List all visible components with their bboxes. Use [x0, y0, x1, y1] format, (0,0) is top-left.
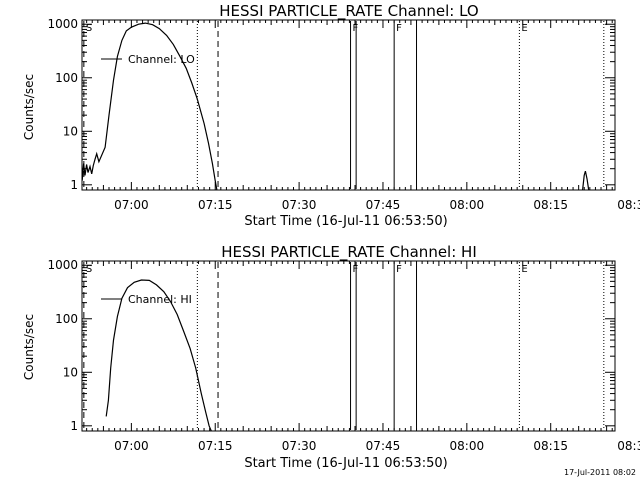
y-tick-label: 100: [55, 71, 78, 85]
plot-frame: [81, 260, 616, 432]
x-axis-label: Start Time (16-Jul-11 06:53:50): [244, 214, 447, 229]
y-axis-label: Counts/sec: [22, 74, 36, 140]
x-tick-label: 07:30: [282, 439, 317, 453]
series-line: [582, 170, 590, 191]
y-tick-label: 1000: [47, 258, 78, 272]
y-tick-label: 10: [63, 365, 78, 379]
data-series: [105, 279, 212, 432]
x-tick-label: 08:00: [450, 198, 485, 212]
event-marker-label: S: [86, 264, 92, 275]
footer-timestamp: 17-Jul-2011 08:02: [564, 468, 636, 477]
chart-title: HESSI PARTICLE_RATE Channel: HI: [221, 243, 477, 262]
x-tick-label: 07:15: [198, 439, 233, 453]
x-tick-label: 07:00: [114, 439, 149, 453]
plot-frame: [81, 19, 616, 191]
event-marker-label: F: [353, 264, 359, 275]
y-tick-label: 10: [63, 124, 78, 138]
x-tick-label: 08:30: [617, 439, 640, 453]
y-axis-label: Counts/sec: [22, 314, 36, 380]
axis-ticks: 07:00 07:15 07:30 07:45 08:00 08:15 08:30 1 10 10…: [47, 17, 640, 212]
chart-title: HESSI PARTICLE_RATE Channel: LO: [219, 2, 478, 21]
x-tick-label: 07:30: [282, 198, 317, 212]
legend-label: Channel: LO: [128, 53, 195, 66]
x-tick-label: 08:00: [450, 439, 485, 453]
series-line: [81, 22, 218, 191]
x-tick-label: 07:45: [366, 198, 401, 212]
event-marker-label: E: [521, 23, 527, 34]
hi-channel-panel: HESSI PARTICLE_RATE Channel: HI Counts/s…: [22, 243, 640, 471]
legend: Channel: LO: [101, 53, 195, 66]
y-tick-label: 1000: [47, 17, 78, 31]
y-tick-label: 100: [55, 312, 78, 326]
x-axis-label: Start Time (16-Jul-11 06:53:50): [244, 456, 447, 471]
x-tick-label: 08:15: [533, 439, 568, 453]
event-marker-label: F: [396, 23, 402, 34]
x-tick-label: 07:00: [114, 198, 149, 212]
legend-label: Channel: HI: [128, 293, 192, 306]
x-tick-label: 08:30: [617, 198, 640, 212]
legend: Channel: HI: [101, 293, 192, 306]
event-marker-label: F: [353, 23, 359, 34]
data-series: [81, 22, 590, 191]
event-marker-label: F: [396, 264, 402, 275]
axis-ticks: 07:00 07:15 07:30 07:45 08:00 08:15 08:30 1 10 10…: [47, 258, 640, 453]
x-tick-label: 07:15: [198, 198, 233, 212]
lo-channel-panel: HESSI PARTICLE_RATE Channel: LO Counts/s…: [22, 2, 640, 229]
y-tick-label: 1: [70, 419, 78, 433]
x-tick-label: 08:15: [533, 198, 568, 212]
event-marker-label: S: [86, 23, 92, 34]
series-line: [105, 279, 212, 432]
x-tick-label: 07:45: [366, 439, 401, 453]
event-marker-label: E: [521, 264, 527, 275]
y-tick-label: 1: [70, 178, 78, 192]
